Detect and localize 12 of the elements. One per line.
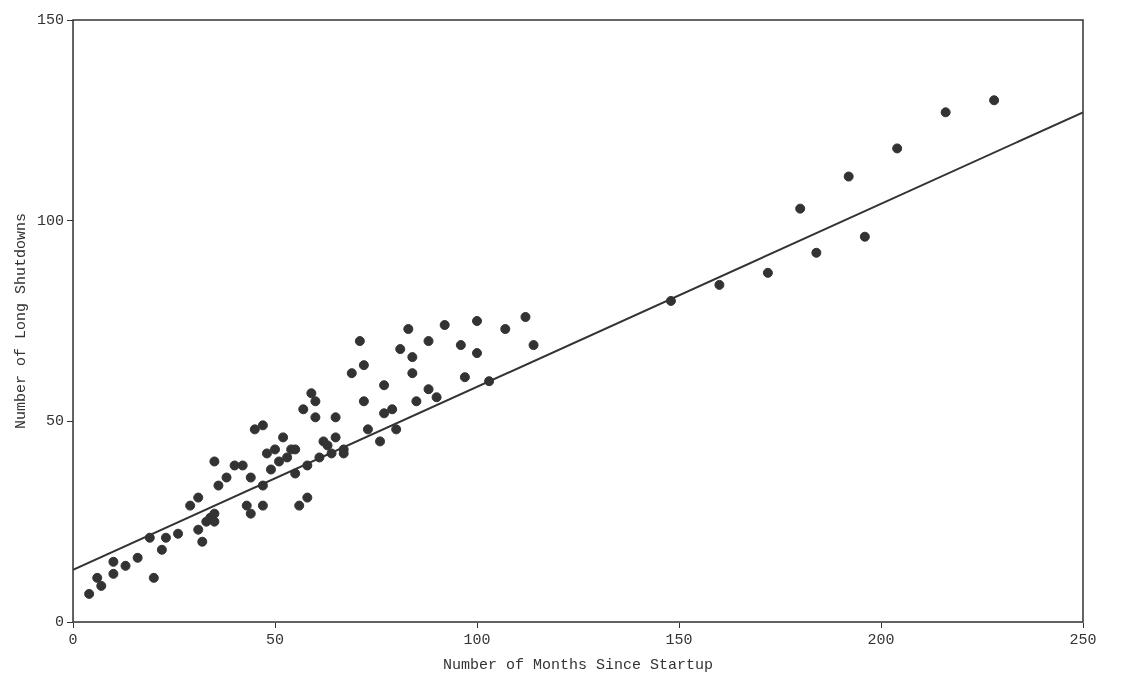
y-tick-label: 50 — [45, 413, 64, 431]
x-tick-label: 150 — [665, 631, 693, 649]
y-tick-label: 0 — [54, 613, 64, 631]
y-tick-label: 150 — [36, 11, 64, 29]
y-axis-title: Number of Long Shutdowns — [12, 212, 30, 430]
x-tick-label: 0 — [68, 631, 78, 649]
x-tick-label: 100 — [463, 631, 491, 649]
x-tick-label: 200 — [867, 631, 895, 649]
x-tick-label: 250 — [1069, 631, 1097, 649]
x-axis-title: Number of Months Since Startup — [442, 656, 714, 674]
x-tick-label: 50 — [266, 631, 285, 649]
y-tick-label: 100 — [36, 212, 64, 230]
